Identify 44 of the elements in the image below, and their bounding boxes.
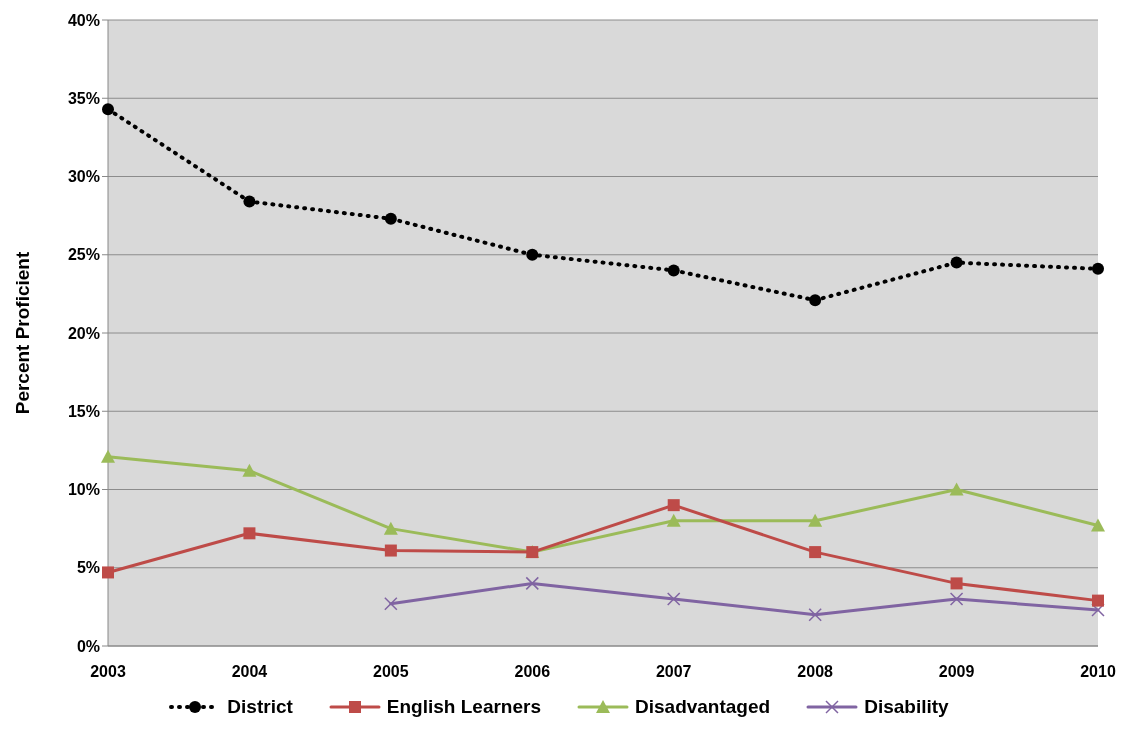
- x-tick-label: 2006: [514, 663, 551, 681]
- point: [666, 513, 681, 527]
- y-tick-label: 30%: [67, 168, 100, 186]
- point: [526, 248, 539, 261]
- legend-label: Disability: [864, 696, 949, 718]
- point: [1091, 518, 1105, 532]
- point: [243, 195, 256, 208]
- point: [1092, 594, 1104, 607]
- x-tick-label: 2004: [231, 663, 268, 681]
- point: [667, 499, 680, 512]
- point: [808, 513, 823, 527]
- point: [102, 103, 114, 116]
- point: [384, 544, 397, 557]
- point: [950, 256, 963, 269]
- y-tick-label: 5%: [76, 559, 100, 577]
- y-axis-title: Percent Proficient: [11, 251, 33, 415]
- y-tick-label: 0%: [76, 637, 100, 655]
- point: [949, 482, 964, 496]
- y-tick-label: 10%: [67, 481, 100, 499]
- y-tick-label: 35%: [67, 89, 100, 107]
- y-tick-label: 20%: [67, 324, 100, 342]
- point: [243, 527, 256, 540]
- legend-label: District: [227, 696, 293, 718]
- point: [384, 212, 397, 225]
- point: [950, 577, 963, 590]
- point: [102, 566, 114, 579]
- point: [383, 521, 398, 535]
- y-tick-label: 25%: [67, 246, 100, 264]
- x-tick-label: 2010: [1080, 663, 1116, 681]
- point: [809, 546, 822, 559]
- x-tick-label: 2005: [373, 663, 409, 681]
- x-tick-label: 2009: [938, 663, 975, 681]
- x-tick-label: 2008: [797, 663, 834, 681]
- point: [809, 294, 822, 307]
- x-tick-label: 2003: [90, 663, 126, 681]
- x-tick-label: 2007: [655, 663, 692, 681]
- point: [667, 264, 680, 277]
- point: [242, 463, 257, 477]
- y-tick-label: 40%: [67, 11, 100, 29]
- legend-label: Disadvantaged: [635, 696, 771, 718]
- point: [1092, 262, 1104, 275]
- point: [101, 449, 115, 463]
- legend-label: English Learners: [386, 696, 541, 718]
- y-tick-label: 15%: [67, 402, 100, 420]
